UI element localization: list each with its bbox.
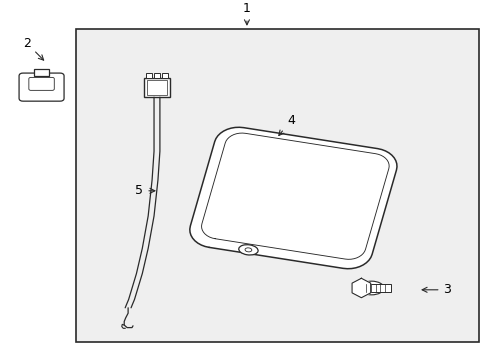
Ellipse shape [238,245,258,255]
FancyBboxPatch shape [29,77,54,90]
Text: 4: 4 [278,114,294,135]
FancyBboxPatch shape [34,69,49,76]
Bar [146,73,152,78]
Text: 3: 3 [421,283,450,296]
Bar [154,73,160,78]
Bar [162,73,167,78]
Polygon shape [189,127,396,269]
Text: 1: 1 [243,3,250,25]
Bar [146,80,167,95]
Polygon shape [351,278,370,298]
Text: 2: 2 [23,37,43,60]
Ellipse shape [359,281,383,295]
FancyBboxPatch shape [19,73,64,101]
Bar [361,284,390,292]
Text: 5: 5 [135,184,155,197]
Ellipse shape [244,248,251,252]
Bar [76,29,478,342]
Bar [144,78,169,97]
